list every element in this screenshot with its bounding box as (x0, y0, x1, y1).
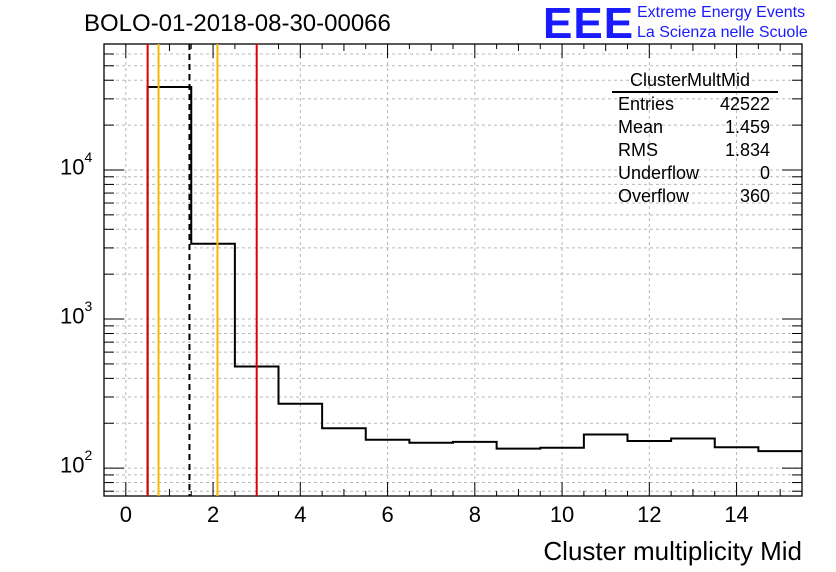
histogram-bin (497, 449, 541, 496)
stats-name: ClusterMultMid (612, 70, 778, 93)
histogram-bin (671, 438, 715, 496)
stats-label: Entries (618, 94, 675, 114)
x-tick-label: 14 (724, 502, 748, 527)
x-tick-label: 6 (381, 502, 393, 527)
y-tick-label: 102 (60, 447, 93, 478)
histogram-bin (540, 448, 584, 496)
x-tick-label: 10 (550, 502, 574, 527)
x-tick-label: 12 (637, 502, 661, 527)
histogram-bin (584, 435, 628, 496)
histogram-bin (409, 443, 453, 496)
stats-label: RMS (618, 140, 658, 160)
stats-value: 1.459 (724, 117, 770, 137)
x-tick-label: 2 (207, 502, 219, 527)
histogram-bin (279, 404, 323, 496)
stats-box: ClusterMultMid Entries 42522 Mean 1.459 … (612, 70, 778, 208)
histogram-bin (148, 87, 192, 496)
x-axis-label: Cluster multiplicity Mid (543, 536, 802, 566)
stats-row: RMS 1.834 (612, 139, 778, 162)
stats-value: 1.834 (724, 140, 770, 160)
logo-line-1: Extreme Energy Events (637, 4, 806, 21)
stats-label: Overflow (618, 186, 690, 206)
eee-logo: EEE (543, 0, 635, 48)
histogram-outline (146, 86, 802, 496)
y-tick-label: 103 (60, 298, 93, 329)
stats-row: Entries 42522 (612, 93, 778, 116)
stats-row: Overflow 360 (612, 185, 778, 208)
stats-row: Mean 1.459 (612, 116, 778, 139)
histogram-bin (322, 428, 366, 496)
stats-row: Underflow 0 (612, 162, 778, 185)
y-tick-label: 104 (60, 149, 93, 180)
logo-line-2: La Scienza nelle Scuole (637, 24, 808, 41)
stats-value: 0 (759, 163, 770, 183)
stats-label: Mean (618, 117, 664, 137)
stats-value: 42522 (719, 94, 770, 114)
stats-value: 360 (739, 186, 770, 206)
histogram-bin (758, 451, 802, 496)
histogram-bin (366, 440, 410, 496)
stats-label: Underflow (618, 163, 700, 183)
x-tick-label: 8 (469, 502, 481, 527)
x-tick-label: 0 (120, 502, 132, 527)
chart-title: BOLO-01-2018-08-30-00066 (84, 10, 391, 37)
histogram-bin (191, 244, 235, 496)
histogram-bin (453, 442, 497, 496)
histogram-bin (715, 447, 759, 496)
histogram-bin (628, 441, 672, 496)
x-tick-label: 4 (294, 502, 306, 527)
